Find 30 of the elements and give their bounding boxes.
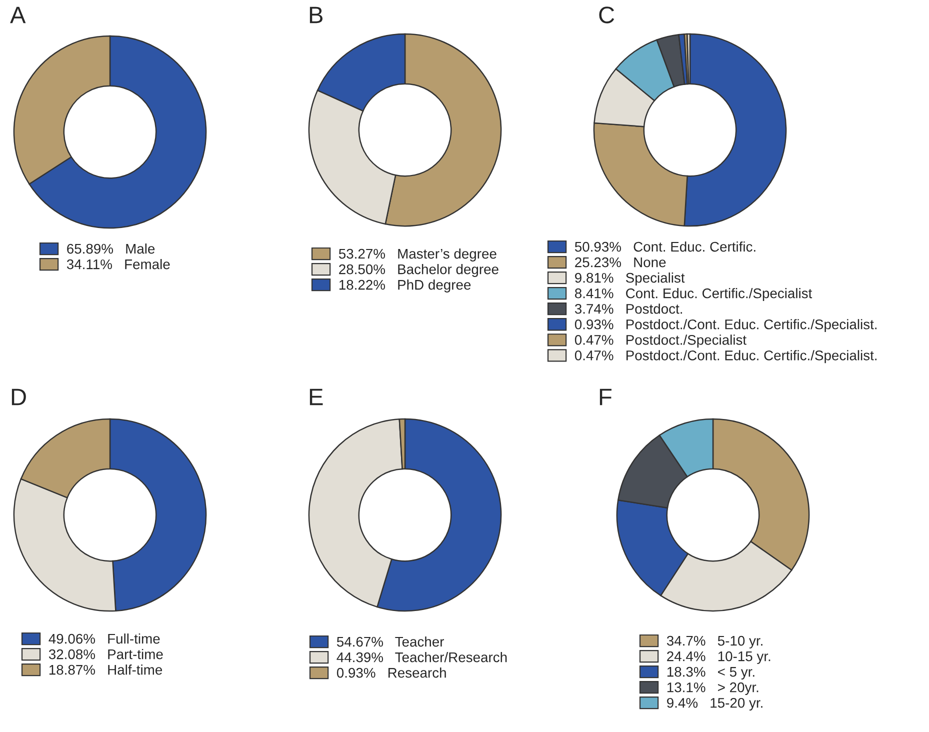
legend-label: 54.67% Teacher [336,636,444,647]
chart-title: E [310,388,323,406]
legend-label: 49.06% Full-time [48,633,160,644]
legend-label: 0.93% Research [336,668,446,678]
chart-title: C [599,6,614,24]
legend-label: 9.81% Specialist [575,272,685,286]
chart-title: F [600,388,612,406]
chart-title: B [310,6,322,24]
legend-label: 28.50% Bachelor degree [339,264,498,277]
legend-label: 18.87% Half-time [49,664,162,675]
legend-label: 3.74% Postdoct. [574,304,682,314]
chart-title: A [10,6,26,24]
legend-label: 50.93% Cont. Educ. Certific. [574,241,756,252]
legend-label: 65.89% Male [67,243,155,254]
legend-label: 18.3% < 5 yr. [667,666,754,680]
legend-label: 25.23% None [575,257,666,268]
legend-label: 9.4% 15-20 yr. [667,698,762,711]
legend-label: 0.93% Postdoct./Cont. Educ. Certific./Specialist. [574,319,876,332]
legend-label: 8.41% Cont. Educ. Certific./Specialist [574,288,812,301]
legend-label: 0.47% Postdoct./Specialist [574,334,746,348]
legend-label: 24.4% 10-15 yr. [667,651,770,664]
legend-label: 44.39% Teacher/Research [336,652,507,662]
legend-label: 34.11% Female [66,259,170,270]
legend-label: 53.27% Master’s degree [338,248,496,262]
legend-label: 34.7% 5-10 yr. [666,636,762,648]
legend-label: 13.1% > 20yr. [667,682,758,695]
legend-label: 32.08% Part-time [48,649,163,660]
legend-label: 0.47% Postdoct./Cont. Educ. Certific./Specialist. [574,350,876,364]
legend-label: 18.22% PhD degree [339,280,471,292]
chart-title: D [12,388,26,406]
